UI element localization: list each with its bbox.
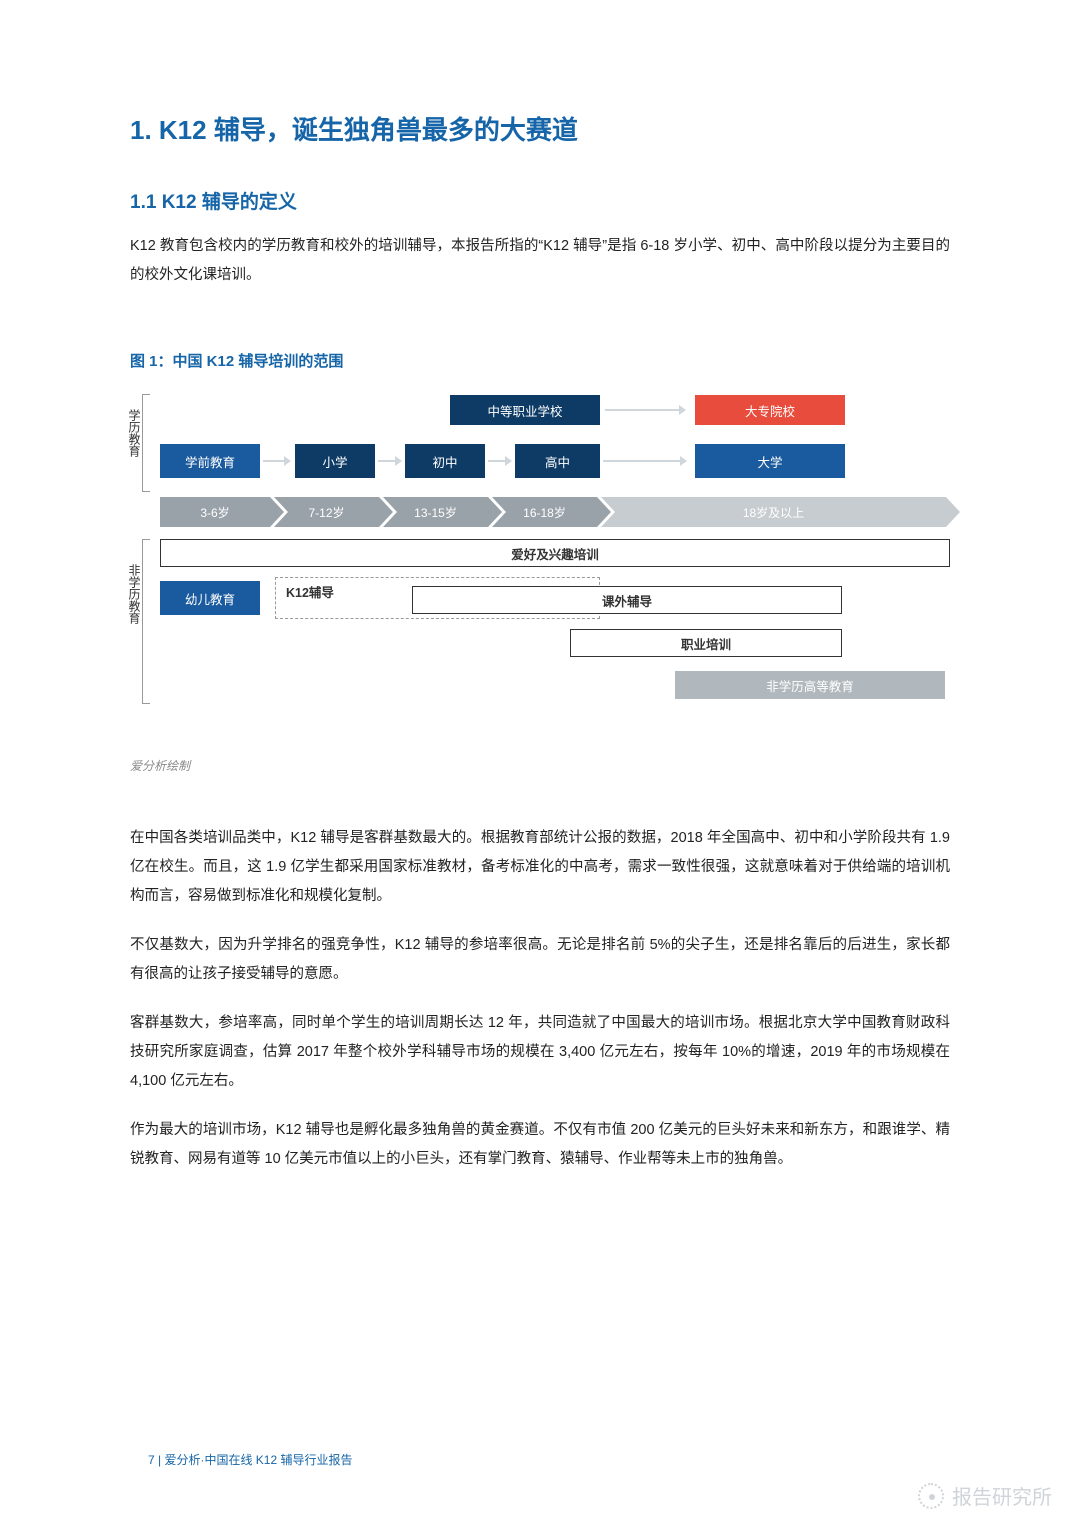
node-high: 高中: [515, 444, 600, 478]
body-p3: 客群基数大，参培率高，同时单个学生的培训周期长达 12 年，共同造就了中国最大的…: [130, 1009, 950, 1096]
body-p2: 不仅基数大，因为升学排名的强竞争性，K12 辅导的参培率很高。无论是排名前 5%…: [130, 931, 950, 989]
node-primary: 小学: [295, 444, 375, 478]
bar-hobby-training: 爱好及兴趣培训: [160, 539, 950, 567]
chevron-age-16-18: 16-18岁: [492, 497, 597, 527]
age-chevrons: 3-6岁 7-12岁 13-15岁 16-18岁 18岁及以上: [160, 497, 950, 527]
node-middle: 初中: [405, 444, 485, 478]
node-university: 大学: [695, 444, 845, 478]
watermark: 报告研究所: [918, 1481, 1052, 1510]
figure-1-diagram: 学历教育 非学历教育 中等职业学校 大专院校 学前教育 小学 初中 高中 大学 …: [130, 389, 950, 729]
node-vocational-school: 中等职业学校: [450, 395, 600, 425]
node-early-edu: 幼儿教育: [160, 581, 260, 615]
intro-paragraph: K12 教育包含校内的学历教育和校外的培训辅导，本报告所指的“K12 辅导”是指…: [130, 232, 950, 290]
node-extra-tutoring: 课外辅导: [412, 586, 842, 614]
arrow-icon: [263, 460, 285, 462]
arrow-icon: [605, 409, 680, 411]
arrow-icon: [603, 460, 681, 462]
node-non-degree-higher-edu: 非学历高等教育: [675, 671, 945, 699]
vlabel-non-academic: 非学历教育: [126, 564, 143, 644]
arrow-icon: [378, 460, 396, 462]
node-college: 大专院校: [695, 395, 845, 425]
body-p1: 在中国各类培训品类中，K12 辅导是客群基数最大的。根据教育部统计公报的数据，2…: [130, 824, 950, 911]
chevron-age-3-6: 3-6岁: [160, 497, 270, 527]
chevron-age-18plus: 18岁及以上: [601, 497, 946, 527]
section-title: 1. K12 辅导，诞生独角兽最多的大赛道: [130, 110, 950, 147]
node-preschool: 学前教育: [160, 444, 260, 478]
figure-title: 图 1：中国 K12 辅导培训的范围: [130, 350, 950, 371]
arrow-icon: [488, 460, 506, 462]
subsection-title: 1.1 K12 辅导的定义: [130, 187, 950, 214]
body-p4: 作为最大的培训市场，K12 辅导也是孵化最多独角兽的黄金赛道。不仅有市值 200…: [130, 1116, 950, 1174]
watermark-icon: [918, 1483, 944, 1509]
vlabel-academic: 学历教育: [126, 409, 143, 479]
watermark-text: 报告研究所: [952, 1481, 1052, 1510]
page-footer: 7 | 爱分析·中国在线 K12 辅导行业报告: [148, 1451, 352, 1468]
figure-source-note: 爱分析绘制: [130, 757, 950, 774]
bracket-bottom: [142, 539, 150, 704]
bracket-top: [142, 394, 150, 492]
node-vocational-training: 职业培训: [570, 629, 842, 657]
chevron-age-7-12: 7-12岁: [274, 497, 379, 527]
chevron-age-13-15: 13-15岁: [383, 497, 488, 527]
